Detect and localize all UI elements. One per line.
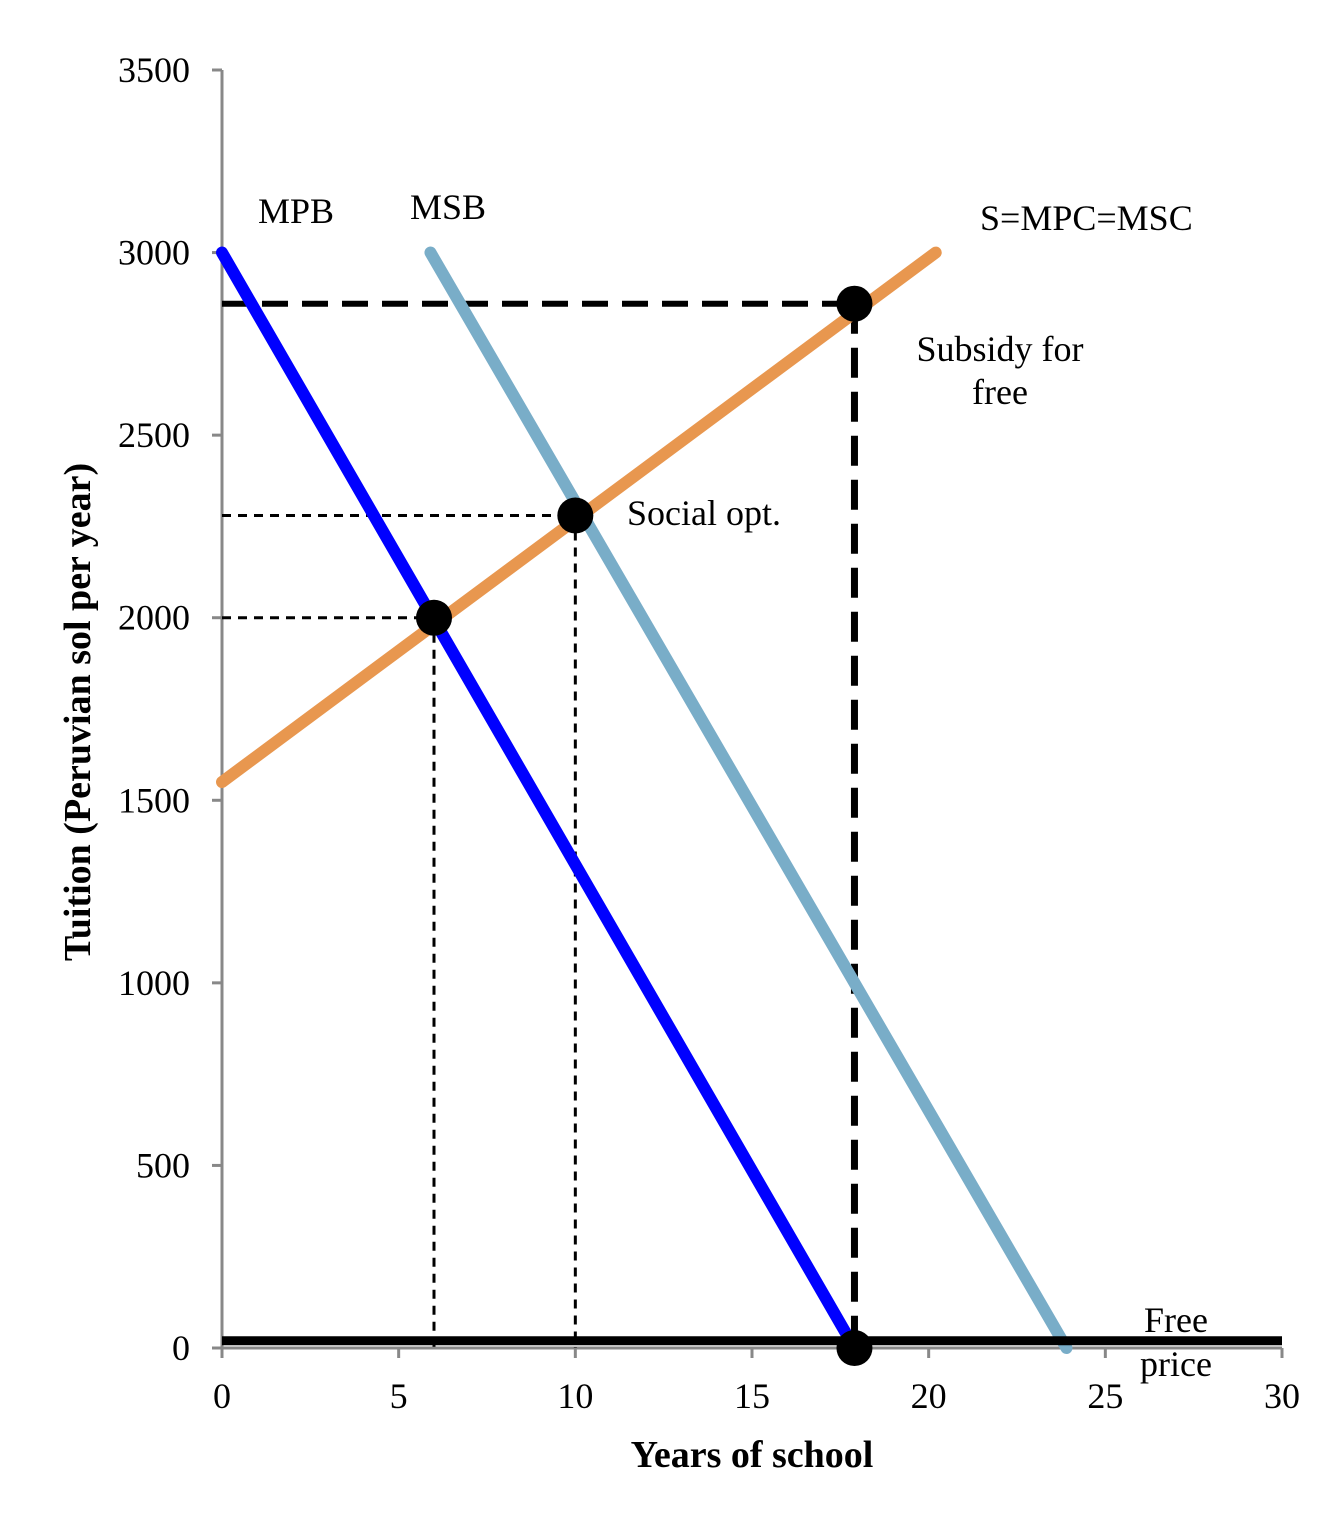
y-tick-label: 3000 xyxy=(118,233,190,273)
y-tick-label: 2500 xyxy=(118,415,190,455)
x-axis-title: Years of school xyxy=(631,1434,874,1476)
free-price-label-line1: Free xyxy=(1144,1300,1208,1340)
x-tick-label: 0 xyxy=(213,1376,231,1416)
msb-label: MSB xyxy=(410,187,486,227)
subsidy-label-line2: free xyxy=(972,372,1028,412)
equilibrium-point xyxy=(836,285,873,322)
y-tick-label: 500 xyxy=(136,1145,190,1185)
equilibrium-point xyxy=(557,497,594,534)
mpb-label: MPB xyxy=(258,191,334,231)
supply-label: S=MPC=MSC xyxy=(980,198,1193,238)
series-lines xyxy=(216,246,1282,1354)
series-line-msb xyxy=(424,246,1073,1354)
equilibrium-point xyxy=(416,599,452,636)
social-opt-label: Social opt. xyxy=(627,493,781,533)
x-tick-label: 15 xyxy=(734,1376,770,1416)
x-tick-label: 30 xyxy=(1264,1376,1300,1416)
tick-labels: 0 500 1000 1500 2000 2500 3000 3500 0 5 10 15 20 25 30 xyxy=(118,50,1300,1416)
y-tick-label: 2000 xyxy=(118,598,190,638)
x-tick-label: 10 xyxy=(557,1376,593,1416)
subsidy-label-line1: Subsidy for xyxy=(916,329,1083,369)
guide-lines xyxy=(222,300,858,1348)
x-tick-label: 20 xyxy=(911,1376,947,1416)
equilibrium-points xyxy=(416,285,873,1366)
x-tick-label: 25 xyxy=(1087,1376,1123,1416)
series-line-mpb xyxy=(216,246,861,1354)
y-tick-label: 1500 xyxy=(118,780,190,820)
y-tick-label: 1000 xyxy=(118,963,190,1003)
y-tick-label: 3500 xyxy=(118,50,190,90)
equilibrium-point xyxy=(836,1330,873,1366)
axes xyxy=(212,68,1284,1358)
x-tick-label: 5 xyxy=(390,1376,408,1416)
y-tick-label: 0 xyxy=(172,1328,190,1368)
free-price-label-line2: price xyxy=(1140,1344,1212,1384)
y-axis-title: Tuition (Peruvian sol per year) xyxy=(57,463,99,961)
